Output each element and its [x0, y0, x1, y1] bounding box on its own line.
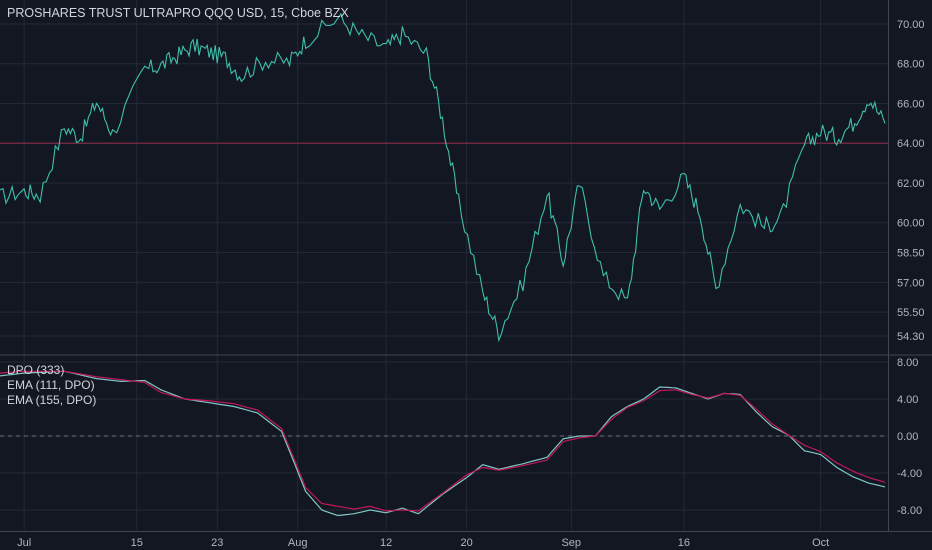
legend-ema-111: EMA (111, DPO) [7, 378, 95, 392]
y-tick-label: 60.00 [897, 218, 925, 230]
ema-155-line [0, 370, 886, 512]
x-tick-label: Oct [812, 537, 829, 549]
x-tick-label: 16 [678, 537, 690, 549]
y-tick-label: 54.30 [897, 331, 925, 343]
x-tick-label: Aug [288, 537, 308, 549]
x-tick-label: 20 [461, 537, 473, 549]
y-tick-label: 8.00 [897, 357, 918, 369]
x-tick-label: 15 [131, 537, 143, 549]
y-tick-label: 0.00 [897, 431, 918, 443]
y-tick-label: 58.50 [897, 248, 925, 260]
y-tick-label: 68.00 [897, 59, 925, 71]
x-tick-label: 12 [380, 537, 392, 549]
price-series-line [0, 12, 886, 343]
y-tick-label: -4.00 [897, 468, 922, 480]
y-tick-label: 57.00 [897, 277, 925, 289]
reference-lines [0, 142, 888, 437]
y-tick-label: 55.50 [897, 307, 925, 319]
x-tick-label: 23 [211, 537, 223, 549]
ema-111-line [0, 370, 886, 517]
series-lines [0, 12, 886, 517]
y-tick-label: 70.00 [897, 19, 925, 31]
legend-ema-155: EMA (155, DPO) [7, 393, 97, 407]
y-tick-label: 4.00 [897, 394, 918, 406]
y-tick-label: -8.00 [897, 505, 922, 517]
y-tick-label: 64.00 [897, 138, 925, 150]
grid-lines [0, 0, 888, 530]
indicator-legend: DPO (333) EMA (111, DPO) EMA (155, DPO) [7, 363, 96, 408]
y-tick-label: 66.00 [897, 98, 925, 110]
chart-title: PROSHARES TRUST ULTRAPRO QQQ USD, 15, Cb… [7, 6, 349, 20]
x-tick-label: Jul [17, 537, 31, 549]
legend-dpo: DPO (333) [7, 363, 65, 377]
x-tick-label: Sep [561, 537, 581, 549]
y-tick-label: 62.00 [897, 178, 925, 190]
